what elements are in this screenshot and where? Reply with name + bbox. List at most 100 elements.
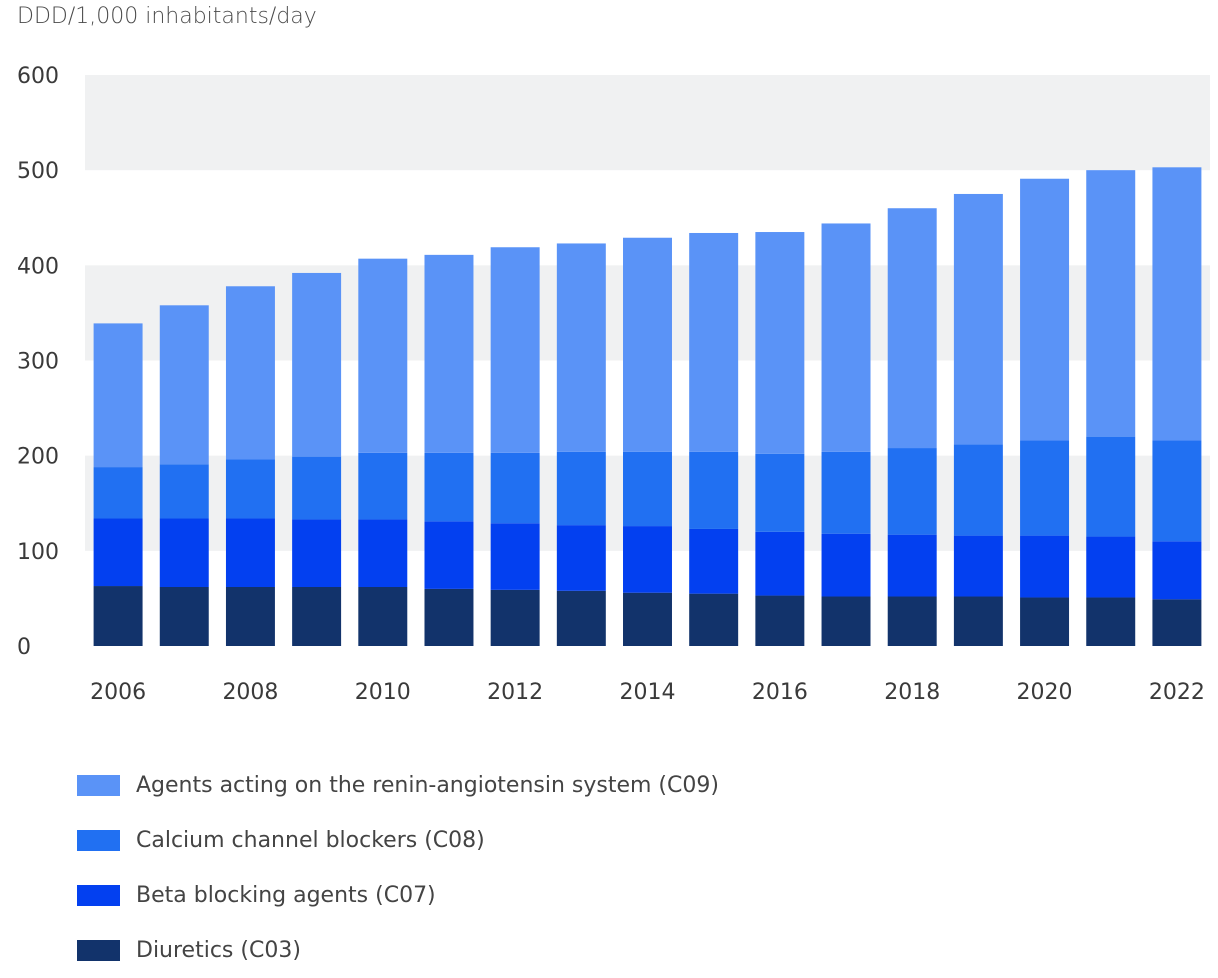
y-tick-label: 400 bbox=[17, 254, 59, 279]
bar-segment-2019-series-0 bbox=[953, 596, 1003, 646]
y-tick-label: 600 bbox=[17, 64, 59, 89]
legend-label: Calcium channel blockers (C08) bbox=[136, 828, 485, 853]
bar-segment-2006-series-0 bbox=[93, 586, 143, 646]
legend-swatch bbox=[77, 940, 120, 961]
bar-segment-2012-series-2 bbox=[490, 452, 540, 524]
y-tick-label: 0 bbox=[17, 635, 31, 660]
bar-segment-2009-series-3 bbox=[292, 272, 342, 457]
bar-segment-2020-series-0 bbox=[1020, 597, 1070, 646]
bar-segment-2019-series-2 bbox=[953, 444, 1003, 536]
bar-segment-2015-series-3 bbox=[689, 232, 739, 452]
y-tick-label: 200 bbox=[17, 445, 59, 470]
bar-segment-2008-series-3 bbox=[225, 286, 275, 460]
x-tick-label: 2016 bbox=[752, 680, 808, 705]
bar-segment-2013-series-1 bbox=[556, 525, 606, 591]
bar-segment-2011-series-1 bbox=[424, 521, 474, 589]
bars bbox=[93, 167, 1202, 646]
bar-segment-2014-series-3 bbox=[623, 237, 672, 452]
bar-segment-2017-series-3 bbox=[821, 223, 871, 452]
bar-segment-2021-series-1 bbox=[1086, 536, 1136, 598]
bar-segment-2015-series-1 bbox=[689, 528, 739, 594]
y-axis-label: DDD/1,000 inhabitants/day bbox=[17, 4, 317, 29]
y-tick-label: 500 bbox=[17, 159, 59, 184]
bar-segment-2011-series-2 bbox=[424, 452, 474, 522]
bar-segment-2015-series-2 bbox=[689, 451, 739, 529]
bar-segment-2011-series-3 bbox=[424, 254, 474, 453]
x-tick-labels: 2006 2008 2010 2012 2014 2016 2018 2020 2022 bbox=[90, 680, 1205, 705]
legend-item: Agents acting on the renin-angiotensin s… bbox=[77, 758, 719, 813]
bar-segment-2022-series-3 bbox=[1152, 167, 1202, 441]
legend-item: Diuretics (C03) bbox=[77, 923, 719, 978]
bar-segment-2008-series-0 bbox=[225, 587, 275, 646]
bar-segment-2008-series-1 bbox=[225, 518, 275, 587]
bar-segment-2022-series-1 bbox=[1152, 541, 1202, 600]
x-tick-label: 2020 bbox=[1017, 680, 1073, 705]
bar-segment-2021-series-0 bbox=[1086, 597, 1136, 646]
legend-item: Calcium channel blockers (C08) bbox=[77, 813, 719, 868]
x-tick-label: 2014 bbox=[620, 680, 676, 705]
bar-segment-2018-series-2 bbox=[887, 448, 937, 535]
stacked-bar-chart: 0 100 200 300 400 500 600 2006 2008 2010 2012 2014… bbox=[17, 64, 1210, 705]
bar-segment-2014-series-0 bbox=[623, 592, 672, 646]
bar-segment-2007-series-1 bbox=[159, 518, 209, 587]
bar-segment-2006-series-3 bbox=[93, 323, 143, 468]
legend-swatch bbox=[77, 830, 120, 851]
bar-segment-2009-series-1 bbox=[292, 519, 342, 587]
bar-segment-2013-series-2 bbox=[556, 451, 606, 526]
bar-segment-2018-series-3 bbox=[887, 208, 937, 449]
x-tick-label: 2010 bbox=[355, 680, 411, 705]
x-tick-label: 2006 bbox=[90, 680, 146, 705]
bar-segment-2019-series-3 bbox=[953, 193, 1003, 445]
bar-segment-2014-series-2 bbox=[623, 451, 672, 527]
legend-swatch bbox=[77, 775, 120, 796]
x-tick-label: 2018 bbox=[884, 680, 940, 705]
legend-label: Beta blocking agents (C07) bbox=[136, 883, 436, 908]
bar-segment-2017-series-0 bbox=[821, 596, 871, 646]
bar-segment-2010-series-2 bbox=[358, 452, 408, 520]
bar-segment-2010-series-0 bbox=[358, 587, 408, 646]
bar-segment-2007-series-2 bbox=[159, 464, 209, 519]
bar-segment-2012-series-3 bbox=[490, 247, 540, 453]
bar-segment-2020-series-2 bbox=[1020, 440, 1070, 536]
bar-segment-2014-series-1 bbox=[623, 526, 672, 593]
bar-segment-2017-series-2 bbox=[821, 451, 871, 534]
y-tick-labels: 0 100 200 300 400 500 600 bbox=[17, 64, 59, 660]
legend-item: Beta blocking agents (C07) bbox=[77, 868, 719, 923]
bar-segment-2009-series-0 bbox=[292, 587, 342, 646]
bar-segment-2017-series-1 bbox=[821, 533, 871, 597]
bar-segment-2006-series-2 bbox=[93, 467, 143, 519]
bar-segment-2018-series-0 bbox=[887, 596, 937, 646]
bar-segment-2020-series-3 bbox=[1020, 178, 1070, 441]
grid-band bbox=[85, 75, 1210, 171]
x-tick-label: 2012 bbox=[487, 680, 543, 705]
bar-segment-2013-series-0 bbox=[556, 590, 606, 646]
bar-segment-2022-series-2 bbox=[1152, 440, 1202, 542]
bar-segment-2006-series-1 bbox=[93, 518, 143, 587]
bar-segment-2019-series-1 bbox=[953, 535, 1003, 597]
y-tick-label: 100 bbox=[17, 540, 59, 565]
bar-segment-2010-series-3 bbox=[358, 258, 408, 453]
bar-segment-2009-series-2 bbox=[292, 456, 342, 520]
bar-segment-2018-series-1 bbox=[887, 534, 937, 597]
bar-segment-2010-series-1 bbox=[358, 519, 408, 587]
legend: Agents acting on the renin-angiotensin s… bbox=[77, 758, 719, 978]
bar-segment-2013-series-3 bbox=[556, 243, 606, 452]
legend-label: Agents acting on the renin-angiotensin s… bbox=[136, 773, 719, 798]
bar-segment-2020-series-1 bbox=[1020, 535, 1070, 598]
x-tick-label: 2022 bbox=[1149, 680, 1205, 705]
bar-segment-2016-series-2 bbox=[755, 453, 805, 532]
bar-segment-2021-series-2 bbox=[1086, 436, 1136, 537]
bar-segment-2015-series-0 bbox=[689, 593, 739, 646]
bar-segment-2022-series-0 bbox=[1152, 599, 1202, 646]
bar-segment-2011-series-0 bbox=[424, 588, 474, 646]
y-tick-label: 300 bbox=[17, 350, 59, 375]
bar-segment-2016-series-3 bbox=[755, 232, 805, 454]
bar-segment-2007-series-3 bbox=[159, 305, 209, 465]
legend-label: Diuretics (C03) bbox=[136, 938, 301, 963]
bar-segment-2021-series-3 bbox=[1086, 170, 1136, 437]
bar-segment-2008-series-2 bbox=[225, 459, 275, 519]
bar-segment-2016-series-0 bbox=[755, 595, 805, 646]
bar-segment-2012-series-0 bbox=[490, 589, 540, 646]
legend-swatch bbox=[77, 885, 120, 906]
bar-segment-2016-series-1 bbox=[755, 531, 805, 596]
